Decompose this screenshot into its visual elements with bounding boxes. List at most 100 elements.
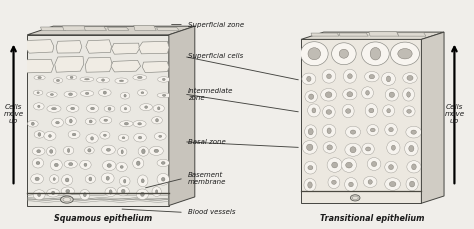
Text: Basement
membrane: Basement membrane [188, 172, 226, 185]
Ellipse shape [120, 105, 131, 113]
Ellipse shape [63, 198, 71, 202]
Ellipse shape [343, 89, 357, 100]
Ellipse shape [86, 134, 98, 143]
Ellipse shape [387, 109, 391, 113]
Ellipse shape [362, 87, 374, 99]
Ellipse shape [88, 149, 91, 152]
Ellipse shape [80, 160, 91, 169]
Ellipse shape [80, 77, 94, 82]
Ellipse shape [85, 92, 89, 95]
Ellipse shape [154, 149, 159, 153]
Ellipse shape [53, 78, 63, 83]
Ellipse shape [149, 146, 164, 155]
Polygon shape [111, 60, 141, 72]
Ellipse shape [350, 147, 356, 153]
Ellipse shape [403, 106, 415, 117]
Ellipse shape [62, 175, 73, 185]
Ellipse shape [140, 192, 144, 196]
Ellipse shape [308, 104, 320, 117]
Ellipse shape [89, 177, 92, 181]
Ellipse shape [61, 196, 73, 203]
Ellipse shape [31, 174, 44, 184]
Ellipse shape [56, 79, 60, 82]
Ellipse shape [365, 90, 369, 95]
Ellipse shape [50, 94, 54, 95]
Ellipse shape [346, 162, 352, 168]
Ellipse shape [158, 77, 170, 82]
Ellipse shape [370, 128, 375, 132]
Ellipse shape [118, 134, 129, 141]
Ellipse shape [50, 159, 62, 171]
Ellipse shape [37, 92, 39, 94]
Text: Transitional epithelium: Transitional epithelium [320, 214, 425, 223]
Ellipse shape [38, 76, 41, 79]
Ellipse shape [398, 49, 412, 59]
Ellipse shape [38, 133, 41, 136]
Polygon shape [84, 27, 107, 30]
Ellipse shape [162, 177, 165, 181]
Ellipse shape [32, 158, 44, 168]
Ellipse shape [386, 76, 391, 82]
Ellipse shape [116, 162, 128, 172]
Ellipse shape [108, 107, 111, 110]
Ellipse shape [406, 177, 418, 191]
Ellipse shape [52, 107, 56, 110]
Ellipse shape [362, 143, 374, 155]
Ellipse shape [120, 166, 123, 168]
Text: Blood vessels: Blood vessels [188, 209, 235, 215]
Ellipse shape [328, 176, 340, 189]
Ellipse shape [106, 176, 109, 180]
Ellipse shape [385, 178, 401, 190]
Ellipse shape [137, 161, 140, 166]
Ellipse shape [121, 150, 123, 154]
Ellipse shape [107, 164, 111, 167]
Ellipse shape [327, 145, 332, 150]
Ellipse shape [65, 178, 69, 182]
Polygon shape [311, 33, 339, 36]
Ellipse shape [65, 117, 76, 125]
Polygon shape [63, 26, 87, 30]
Polygon shape [398, 33, 426, 36]
Polygon shape [156, 27, 179, 31]
Ellipse shape [84, 79, 89, 80]
Ellipse shape [46, 92, 57, 97]
Ellipse shape [31, 122, 34, 125]
Ellipse shape [85, 175, 96, 183]
Ellipse shape [100, 131, 110, 139]
Ellipse shape [70, 76, 73, 79]
Ellipse shape [308, 166, 313, 170]
Ellipse shape [350, 195, 360, 201]
Ellipse shape [159, 135, 162, 137]
Ellipse shape [347, 74, 352, 79]
Ellipse shape [368, 180, 372, 184]
Polygon shape [27, 35, 169, 206]
Ellipse shape [137, 90, 147, 96]
Ellipse shape [405, 141, 418, 156]
Ellipse shape [326, 110, 332, 114]
Ellipse shape [141, 92, 144, 94]
Ellipse shape [101, 145, 115, 155]
Ellipse shape [308, 128, 313, 135]
Ellipse shape [137, 76, 142, 79]
Ellipse shape [332, 43, 356, 65]
Ellipse shape [308, 182, 312, 188]
Ellipse shape [101, 173, 114, 183]
Ellipse shape [322, 124, 336, 137]
Ellipse shape [37, 105, 40, 108]
Ellipse shape [145, 106, 147, 108]
Ellipse shape [33, 190, 45, 200]
Ellipse shape [389, 128, 393, 132]
Ellipse shape [61, 187, 74, 195]
Ellipse shape [349, 182, 353, 187]
Ellipse shape [142, 149, 145, 154]
Ellipse shape [104, 106, 115, 112]
Ellipse shape [370, 47, 381, 60]
Ellipse shape [385, 123, 397, 136]
Ellipse shape [121, 189, 125, 193]
Ellipse shape [72, 133, 76, 136]
Ellipse shape [369, 74, 374, 79]
Ellipse shape [312, 108, 316, 113]
Ellipse shape [124, 107, 127, 110]
Ellipse shape [84, 147, 94, 154]
Ellipse shape [301, 42, 328, 66]
